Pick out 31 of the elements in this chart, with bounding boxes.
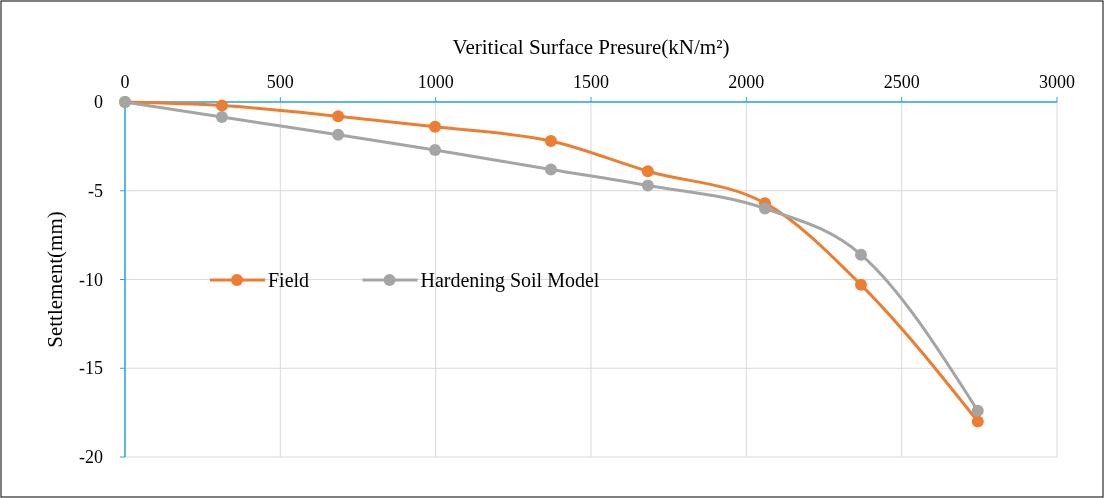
x-tick-label: 1500 bbox=[573, 72, 609, 92]
point bbox=[758, 202, 771, 215]
x-tick-label: 1000 bbox=[417, 72, 454, 92]
y-tick-label: 0 bbox=[94, 92, 103, 112]
point bbox=[429, 143, 442, 156]
point bbox=[544, 135, 557, 148]
y-tick-label: -5 bbox=[88, 180, 103, 201]
y-tick-label: -15 bbox=[79, 358, 103, 379]
x-tick-label: 3000 bbox=[1039, 72, 1075, 92]
point bbox=[215, 99, 228, 112]
point bbox=[854, 248, 867, 261]
x-tick-label: 0 bbox=[120, 72, 130, 92]
x-tick-label: 500 bbox=[266, 72, 294, 92]
legend-label: Field bbox=[268, 269, 310, 291]
point bbox=[971, 415, 984, 428]
y-axis-title: Settlement(mm) bbox=[43, 211, 67, 348]
x-tick-label: 2000 bbox=[728, 72, 765, 92]
point bbox=[854, 278, 867, 291]
y-tick-label: -10 bbox=[79, 269, 103, 290]
point bbox=[971, 404, 984, 417]
x-axis-title: Veritical Surface Presure(kN/m²) bbox=[452, 35, 730, 59]
point bbox=[332, 110, 345, 123]
point bbox=[429, 120, 442, 133]
legend-label: Hardening Soil Model bbox=[420, 269, 600, 292]
point bbox=[641, 179, 654, 192]
point bbox=[215, 111, 228, 124]
point bbox=[332, 128, 345, 141]
point bbox=[544, 163, 557, 176]
x-tick-label: 2500 bbox=[883, 72, 920, 92]
point bbox=[641, 165, 654, 178]
y-tick-label: -20 bbox=[79, 447, 103, 467]
